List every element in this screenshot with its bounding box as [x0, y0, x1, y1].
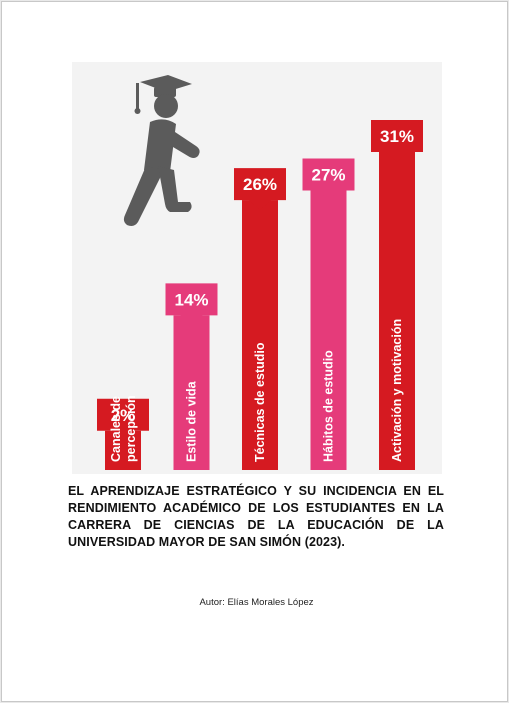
data-label: 26% [243, 175, 277, 194]
category-label-group: Canales de percepción [109, 395, 138, 462]
value-tag [97, 398, 149, 441]
category-label-group: Estilo de vida [185, 380, 199, 462]
author-line: Autor: Elías Morales López [199, 597, 314, 608]
data-label: 14% [174, 290, 208, 309]
graduate-climbing-stairs-icon [123, 75, 200, 226]
bar [310, 190, 347, 471]
bar [173, 315, 210, 470]
document-title: EL APRENDIZAJE ESTRATÉGICO Y SU INCIDENC… [68, 484, 444, 549]
stairs-bar-chart: 2%Canales de percepción 14% Estilo de vida 2… [97, 75, 423, 471]
category-label: Canales de [109, 396, 123, 462]
category-label: Activación y motivación [390, 319, 404, 462]
category-label: Estilo de vida [185, 380, 199, 462]
data-label: 2% [111, 406, 136, 425]
category-label: Técnicas de estudio [253, 342, 267, 462]
data-label: 27% [311, 165, 345, 184]
cover-infographic: 2% Canales de percepción 14% Estilo de vida 2… [72, 62, 442, 474]
bar [242, 200, 278, 470]
category-label: percepción [124, 395, 138, 462]
value-tag [371, 120, 423, 162]
value-tag [302, 158, 355, 201]
bar [379, 152, 415, 470]
value-tag [165, 283, 218, 326]
category-label-group: Activación y motivación [390, 319, 404, 462]
value-tag [234, 168, 286, 211]
data-label: 31% [380, 127, 414, 146]
category-label: Hábitos de estudio [322, 350, 336, 462]
category-label-group: Técnicas de estudio [253, 342, 267, 462]
category-label-group: Hábitos de estudio [322, 350, 336, 462]
